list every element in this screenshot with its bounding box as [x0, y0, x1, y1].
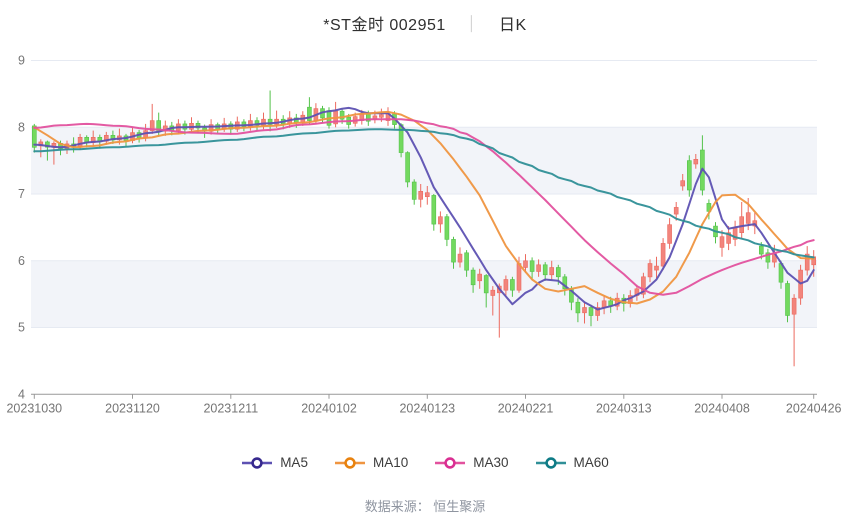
svg-text:20240426: 20240426	[786, 401, 842, 415]
data-source: 数据来源： 恒生聚源	[0, 496, 850, 515]
ma30-line	[33, 118, 815, 296]
svg-text:20240313: 20240313	[596, 401, 652, 415]
chart-title: *ST金时 002951 │ 日K	[0, 11, 850, 35]
title-separator: │	[467, 15, 478, 31]
legend-label-ma60: MA60	[573, 455, 609, 470]
legend-item-ma10[interactable]: MA10	[334, 455, 408, 470]
legend-label-ma5: MA5	[280, 455, 308, 470]
svg-text:20231211: 20231211	[203, 401, 258, 415]
split-area-bands	[31, 127, 817, 328]
legend-label-ma30: MA30	[473, 455, 509, 470]
legend-item-ma5[interactable]: MA5	[241, 455, 308, 470]
ma60-line	[33, 128, 815, 259]
svg-text:7: 7	[18, 187, 25, 201]
ma10-line	[33, 110, 815, 305]
svg-text:20231030: 20231030	[6, 401, 62, 415]
legend-label-ma10: MA10	[372, 455, 409, 470]
legend-item-ma30[interactable]: MA30	[434, 455, 509, 470]
ma30-legend-glyph	[435, 456, 466, 469]
svg-text:20240123: 20240123	[399, 401, 455, 415]
x-axis: 20231030 20231120 20231211 20240102 20240123…	[6, 393, 842, 415]
ma-legend: MA5 MA10 MA30 MA60	[0, 455, 850, 470]
period-label: 日K	[499, 17, 527, 34]
svg-text:20240408: 20240408	[694, 401, 750, 415]
data-source-text: 数据来源： 恒生聚源	[364, 499, 486, 514]
svg-text:8: 8	[18, 120, 25, 134]
svg-text:4: 4	[18, 387, 25, 401]
svg-text:20240102: 20240102	[301, 401, 357, 415]
legend-item-ma60[interactable]: MA60	[535, 455, 609, 470]
svg-text:9: 9	[18, 54, 25, 68]
svg-text:6: 6	[18, 254, 25, 268]
y-axis: 9 8 7 6 5 4	[18, 54, 817, 401]
ma60-legend-glyph	[535, 456, 566, 469]
stock-symbol: *ST金时 002951	[323, 17, 446, 34]
ma5-legend-glyph	[242, 456, 273, 469]
svg-text:20240221: 20240221	[498, 401, 554, 415]
svg-text:5: 5	[18, 321, 25, 335]
svg-text:20231120: 20231120	[105, 401, 160, 415]
ma10-legend-glyph	[334, 456, 365, 469]
